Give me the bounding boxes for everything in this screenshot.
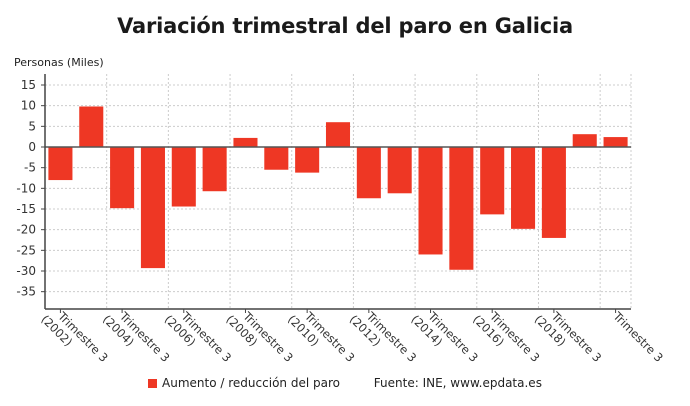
chart-title: Variación trimestral del paro en Galicia bbox=[117, 14, 573, 38]
legend: Aumento / reducción del paro Fuente: INE… bbox=[0, 376, 690, 390]
bar bbox=[511, 147, 536, 229]
bar bbox=[202, 147, 227, 192]
bar bbox=[79, 106, 104, 147]
y-tick-label: -30 bbox=[16, 264, 36, 278]
legend-swatch-icon bbox=[148, 379, 158, 388]
y-tick-label: 5 bbox=[28, 119, 36, 133]
bar bbox=[233, 137, 258, 147]
x-axis-ticks: Trimestre 3(2002) Trimestre 3(2004) Trimes… bbox=[38, 309, 666, 365]
y-tick-label: -10 bbox=[16, 181, 36, 195]
x-tick-label: Trimestre 3 bbox=[610, 309, 666, 365]
x-tick-label: Trimestre 3(2010) bbox=[285, 309, 358, 365]
y-tick-label: 0 bbox=[28, 140, 36, 154]
x-tick-label: Trimestre 3(2002) bbox=[38, 309, 111, 365]
bar bbox=[140, 147, 165, 269]
gridlines bbox=[45, 74, 632, 309]
y-tick-label: -15 bbox=[16, 202, 36, 216]
bar-chart: 15 10 5 0 -5 -10 -15 -20 -25 -30 -35 Trimestre 3(2… bbox=[16, 74, 666, 365]
bar bbox=[387, 147, 412, 194]
bar bbox=[295, 147, 320, 173]
svg-text:Trimestre 3: Trimestre 3 bbox=[610, 309, 666, 365]
y-tick-label: -20 bbox=[16, 223, 36, 237]
y-tick-label: -35 bbox=[16, 285, 36, 299]
bar bbox=[541, 147, 566, 238]
bar bbox=[48, 147, 73, 181]
bar bbox=[603, 137, 628, 147]
bar bbox=[110, 147, 135, 209]
source-note: Fuente: INE, www.epdata.es bbox=[373, 376, 542, 390]
y-tick-label: 15 bbox=[21, 78, 36, 92]
bar bbox=[480, 147, 505, 215]
bar bbox=[449, 147, 474, 270]
y-axis-ticks: 15 10 5 0 -5 -10 -15 -20 -25 -30 -35 bbox=[16, 78, 45, 299]
bar bbox=[264, 147, 289, 170]
x-tick-label: Trimestre 3(2008) bbox=[223, 309, 296, 365]
x-tick-label: Trimestre 3(2014) bbox=[408, 309, 481, 365]
legend-label: Aumento / reducción del paro bbox=[162, 376, 340, 390]
x-tick-label: Trimestre 3(2012) bbox=[347, 309, 420, 365]
y-tick-label: 10 bbox=[21, 99, 36, 113]
bar bbox=[418, 147, 443, 255]
bar bbox=[572, 134, 597, 147]
axes bbox=[44, 74, 631, 310]
bar bbox=[356, 147, 381, 199]
y-tick-label: -5 bbox=[24, 161, 36, 175]
bar bbox=[325, 122, 351, 147]
y-tick-label: -25 bbox=[16, 243, 36, 257]
x-tick-label: Trimestre 3(2016) bbox=[470, 309, 543, 365]
bar bbox=[171, 147, 196, 207]
x-tick-label: Trimestre 3(2006) bbox=[162, 309, 235, 365]
x-tick-label: Trimestre 3(2018) bbox=[532, 309, 605, 365]
x-tick-label: Trimestre 3(2004) bbox=[100, 309, 173, 365]
bars bbox=[48, 106, 628, 270]
legend-item: Aumento / reducción del paro bbox=[148, 376, 340, 390]
y-axis-label: Personas (Miles) bbox=[14, 56, 104, 69]
